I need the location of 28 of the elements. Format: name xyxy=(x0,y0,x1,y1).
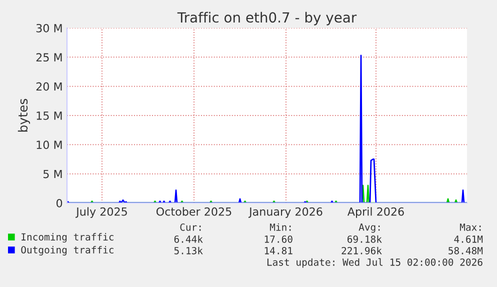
text: Max: xyxy=(460,224,481,231)
text: Min: xyxy=(270,223,291,231)
y-tick-label: 0 xyxy=(56,198,62,208)
y-tick-label: 15 M xyxy=(36,112,62,120)
text: 17.60 xyxy=(264,235,292,243)
chart-title: Traffic on eth0.7 - by year xyxy=(177,12,357,26)
text: 69.18k xyxy=(348,235,382,243)
text: 221.96k xyxy=(342,246,382,254)
x-tick-label: April 2026 xyxy=(347,207,404,218)
y-tick-label: 25 M xyxy=(36,53,62,62)
y-axis-title: bytes xyxy=(18,98,30,132)
x-tick-label: October 2025 xyxy=(156,207,232,216)
x-tick-label: January 2026 xyxy=(248,207,322,218)
legend-label: Incoming traffic xyxy=(22,233,114,243)
text: 5.13k xyxy=(174,246,203,254)
y-tick-label: 10 M xyxy=(36,140,62,150)
y-tick-label: 20 M xyxy=(36,82,62,91)
text: 6.44k xyxy=(174,235,203,243)
text: Avg: xyxy=(358,224,380,233)
text: Cur: xyxy=(180,223,201,231)
text: 4.61M xyxy=(454,235,483,243)
y-tick-label: 30 M xyxy=(36,24,62,32)
legend-label: Outgoing traffic xyxy=(21,246,114,256)
text: 58.48M xyxy=(448,246,483,254)
y-tick-label: 5 M xyxy=(44,170,62,178)
text: 14.81 xyxy=(264,246,292,254)
text: Last update: Wed Jul 15 02:00:00 2026 xyxy=(267,258,482,268)
x-tick-label: July 2025 xyxy=(76,207,127,218)
